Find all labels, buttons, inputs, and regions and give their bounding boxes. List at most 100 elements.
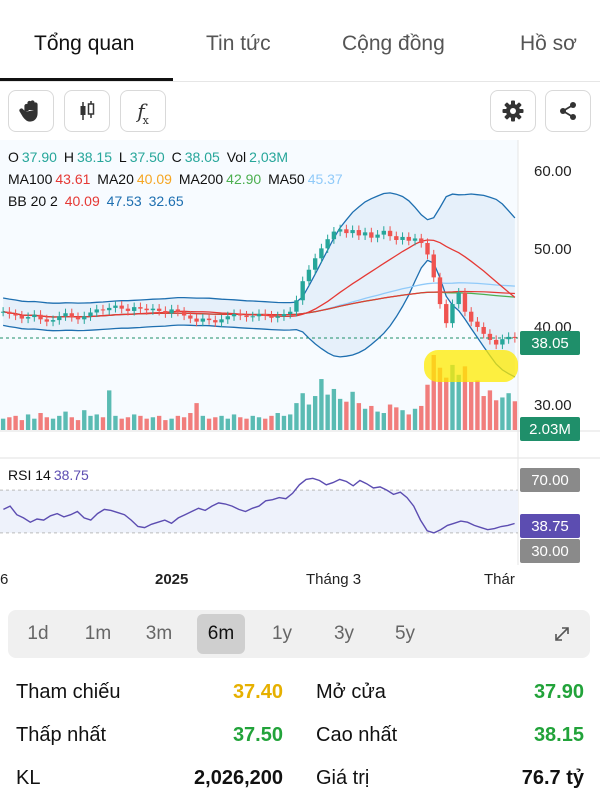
candle-body: [300, 281, 305, 301]
chart-canvas[interactable]: [0, 140, 600, 600]
volume-bar: [475, 380, 480, 430]
volume-bar: [150, 417, 156, 430]
volume-bar: [437, 367, 443, 430]
candle-body: [269, 315, 274, 318]
volume-bar: [156, 415, 162, 430]
candlestick-icon: [80, 101, 95, 120]
volume-bar: [462, 366, 468, 430]
volume-bar: [444, 377, 449, 430]
candle-body: [19, 315, 25, 319]
candle-body: [57, 316, 62, 321]
share-button[interactable]: [545, 90, 591, 132]
candle-body: [425, 243, 430, 255]
volume-bar: [219, 415, 224, 430]
range-1y-button[interactable]: 1y: [271, 623, 293, 644]
candle-body: [188, 315, 193, 319]
open-label: Mở cửa: [316, 681, 386, 703]
candle-body: [113, 305, 118, 308]
candle-body: [213, 320, 218, 323]
candle-body: [275, 316, 280, 318]
candle-body: [281, 314, 287, 317]
candle-body: [369, 232, 374, 238]
range-3y-button[interactable]: 3y: [333, 623, 355, 644]
tab-news[interactable]: Tin tức: [206, 32, 271, 55]
range-3m-button[interactable]: 3m: [145, 623, 173, 644]
candle-body: [181, 311, 187, 316]
candle-body: [350, 230, 355, 234]
volume-bar: [419, 405, 424, 430]
fullscreen-button[interactable]: [538, 614, 586, 654]
volume-bar: [294, 403, 299, 430]
price-axis-label: 50.00: [534, 241, 572, 258]
candle-body: [331, 231, 337, 240]
candle-body: [294, 300, 299, 312]
gear-icon: [502, 100, 524, 122]
volume-bar: [344, 401, 349, 430]
time-axis-label: 6: [0, 571, 9, 588]
range-1d-button[interactable]: 1d: [27, 623, 49, 644]
expand-icon: [555, 627, 569, 641]
open-value: 37.90: [533, 681, 584, 703]
volume-value: 2,026,200: [194, 767, 283, 789]
candle-body: [462, 292, 468, 312]
volume-bar: [263, 418, 268, 430]
volume-bar: [175, 415, 181, 430]
active-tab-indicator: [0, 78, 173, 81]
volume-bar: [306, 404, 312, 430]
volume-bar: [13, 415, 18, 430]
candle-body: [469, 311, 474, 322]
volume-bar: [231, 414, 237, 430]
bollinger-band-fill: [3, 192, 515, 377]
candle-body: [50, 320, 56, 322]
candle-body: [138, 307, 143, 309]
volume-bar: [213, 417, 218, 430]
tab-overview[interactable]: Tổng quan: [34, 32, 135, 55]
chart-type-button[interactable]: [64, 90, 110, 132]
candle-body: [75, 317, 81, 320]
rsi-line: [3, 477, 515, 534]
candle-body: [437, 277, 443, 305]
volume-bar: [100, 417, 106, 430]
volume-bar: [57, 415, 62, 430]
candle-body: [394, 236, 399, 240]
settings-button[interactable]: [490, 90, 536, 132]
rsi-70-tag: 70.00: [520, 468, 580, 492]
volume-bar: [144, 418, 149, 430]
candle-body: [250, 316, 255, 318]
stock-chart[interactable]: O 37.90 H 38.15 L 37.50 C 38.05 Vol 2,03M MA1…: [0, 140, 600, 600]
range-6m-button[interactable]: 6m: [197, 614, 245, 654]
candle-body: [100, 309, 106, 311]
candle-body: [231, 314, 237, 317]
drawing-tool-button[interactable]: [8, 90, 54, 132]
candle-body: [337, 229, 343, 232]
candle-body: [481, 326, 486, 334]
tab-profile[interactable]: Hồ sơ: [520, 32, 577, 55]
candle-body: [107, 307, 112, 311]
volume-bar: [225, 418, 230, 430]
rsi-band: [0, 490, 518, 533]
volume-bar: [200, 415, 206, 430]
indicators-button[interactable]: fx: [120, 90, 166, 132]
candle-body: [512, 336, 518, 339]
volume-bar: [138, 415, 143, 430]
volume-bar: [362, 408, 368, 430]
volume-bar: [169, 418, 174, 430]
candle-body: [32, 314, 37, 318]
candle-body: [88, 312, 93, 317]
candle-body: [69, 313, 74, 318]
candle-body: [325, 239, 330, 249]
candle-body: [387, 230, 393, 237]
tab-community[interactable]: Cộng đồng: [342, 32, 445, 55]
candle-body: [44, 319, 49, 322]
volume-bar: [288, 414, 293, 430]
range-5y-button[interactable]: 5y: [394, 623, 416, 644]
candle-body: [131, 307, 137, 311]
volume-bar: [256, 417, 262, 430]
candle-body: [475, 321, 480, 327]
volume-bar: [69, 417, 74, 430]
range-1m-button[interactable]: 1m: [84, 623, 112, 644]
volume-bar: [350, 391, 355, 430]
candle-body: [500, 339, 505, 345]
volume-bar: [481, 396, 486, 430]
volume-bar: [113, 415, 118, 430]
